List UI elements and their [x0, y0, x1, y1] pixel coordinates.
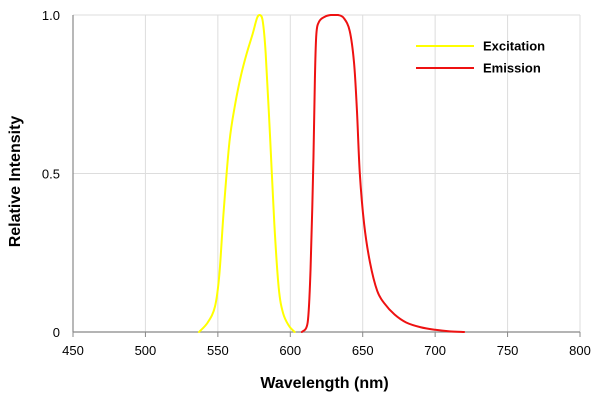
y-tick-label-0.5: 0.5 — [42, 167, 60, 182]
emission-curve — [300, 14, 466, 333]
legend: Excitation Emission — [416, 39, 545, 76]
x-tick-label-600: 600 — [279, 343, 301, 358]
axis-layer — [72, 15, 581, 337]
y-tick-label-0: 0 — [53, 325, 60, 340]
excitation-curve — [198, 14, 296, 333]
x-tick-label-700: 700 — [424, 343, 446, 358]
x-tick-label-650: 650 — [352, 343, 374, 358]
series-layer — [198, 14, 466, 333]
x-tick-label-550: 550 — [207, 343, 229, 358]
x-axis-title: Wavelength (nm) — [260, 375, 388, 392]
legend-label-excitation: Excitation — [483, 39, 545, 54]
label-layer: 450 500 550 600 650 700 750 800 0 0.5 1.0 Wavelengt… — [7, 8, 591, 392]
y-tick-label-1.0: 1.0 — [42, 8, 60, 23]
x-tick-label-800: 800 — [569, 343, 591, 358]
y-axis-title: Relative Intensity — [7, 116, 24, 248]
x-tick-label-450: 450 — [62, 343, 84, 358]
x-tick-label-500: 500 — [135, 343, 157, 358]
x-tick-label-750: 750 — [497, 343, 519, 358]
legend-label-emission: Emission — [483, 61, 541, 76]
